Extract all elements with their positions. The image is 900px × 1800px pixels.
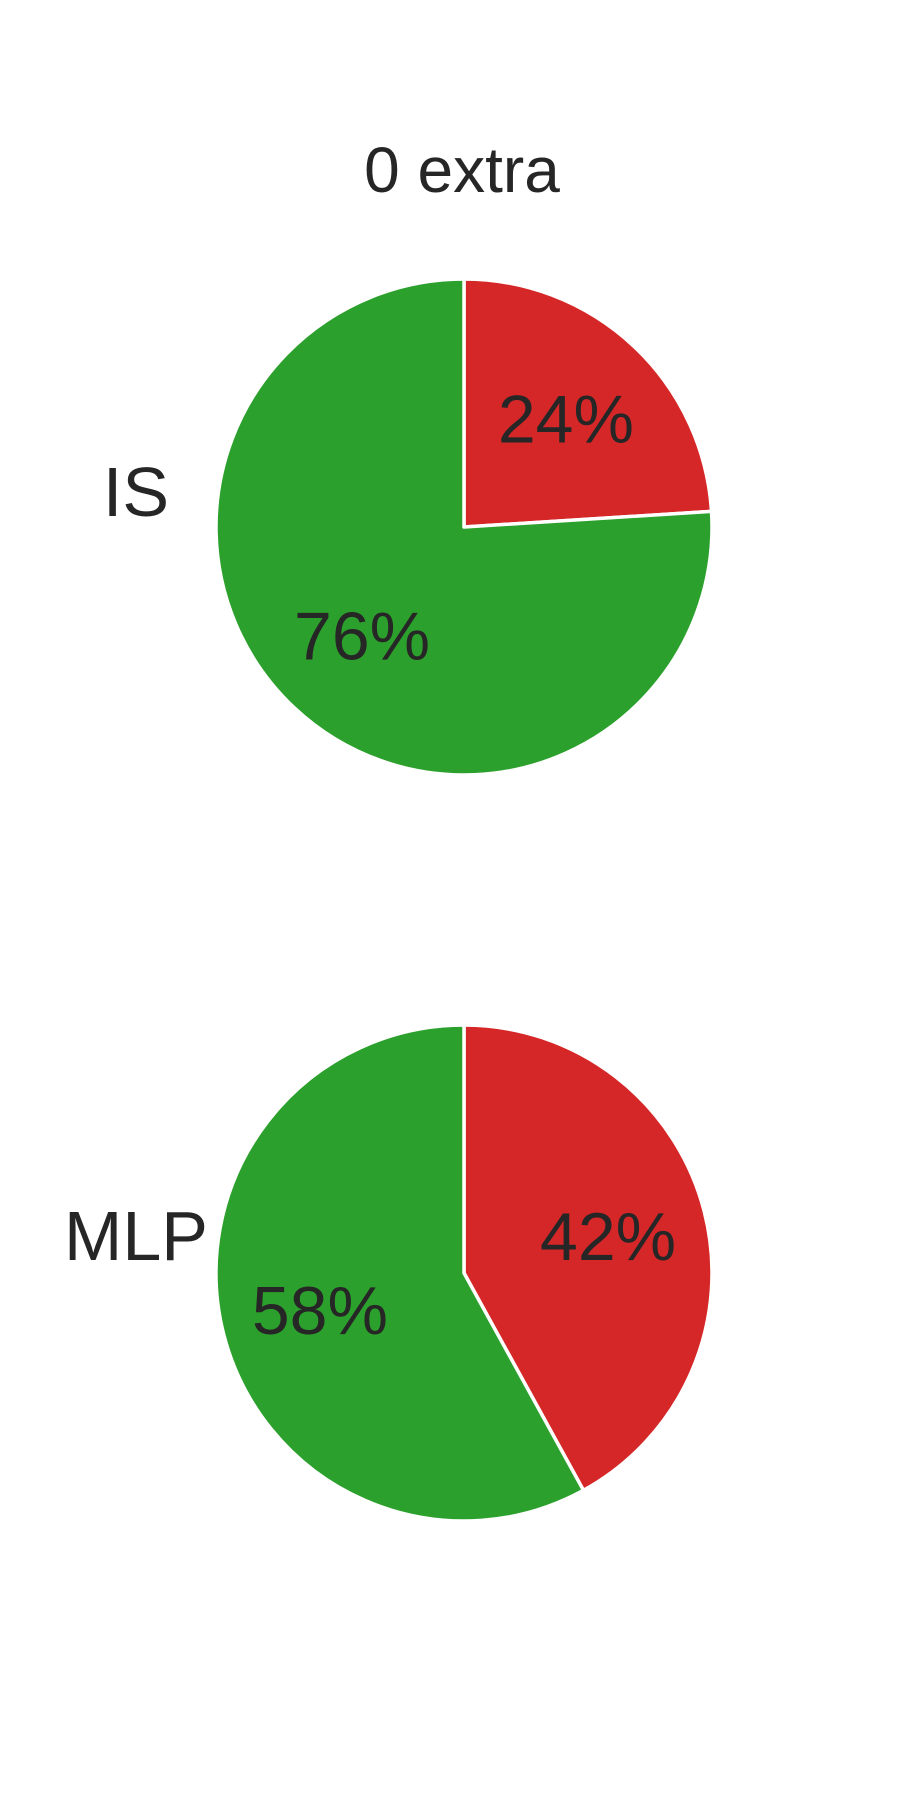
pie-mlp-slice-green [214,1023,586,1523]
pie-is-slices [214,277,714,777]
slice-label-mlp-green: 58% [252,1273,388,1349]
chart-title: 0 extra [364,134,560,206]
pie-is: IS 24% 76% [103,277,714,777]
slice-label-mlp-red: 42% [540,1199,676,1275]
pie-mlp: MLP 42% 58% [64,1023,714,1523]
pie-mlp-slices [214,1023,714,1523]
slice-label-is-red: 24% [498,382,634,458]
pie-is-slice-red [462,277,714,529]
pie-is-slice-green [214,277,714,777]
row-label-is: IS [103,453,169,531]
slice-label-is-green: 76% [294,599,430,675]
pie-mlp-slice-red [462,1023,714,1493]
row-label-mlp: MLP [64,1197,208,1275]
